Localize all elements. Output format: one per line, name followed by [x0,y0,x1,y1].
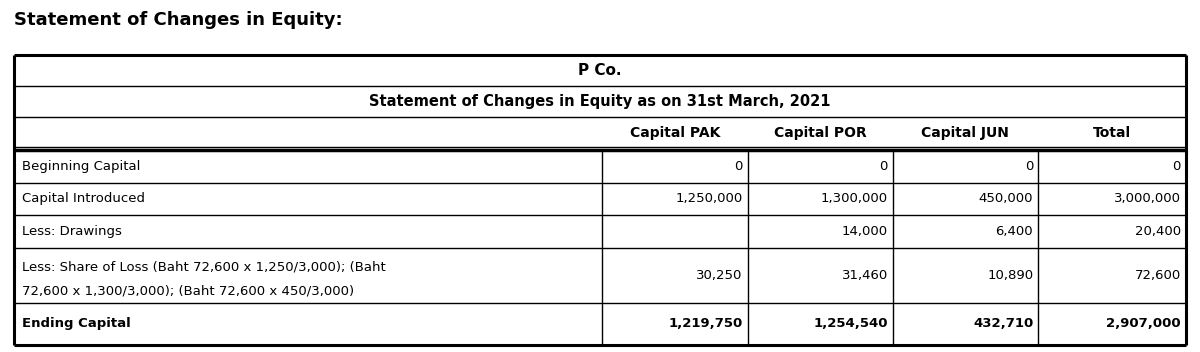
Text: 2,907,000: 2,907,000 [1106,318,1181,331]
Text: 450,000: 450,000 [979,193,1033,206]
Text: 30,250: 30,250 [696,269,743,282]
Text: 3,000,000: 3,000,000 [1114,193,1181,206]
Text: 0: 0 [880,160,888,173]
Text: 10,890: 10,890 [988,269,1033,282]
Text: 1,219,750: 1,219,750 [668,318,743,331]
Text: Less: Share of Loss (Baht 72,600 x 1,250/3,000); (Baht: Less: Share of Loss (Baht 72,600 x 1,250… [22,260,385,273]
Text: 1,254,540: 1,254,540 [814,318,888,331]
Text: Capital PAK: Capital PAK [630,126,720,140]
Text: 31,460: 31,460 [841,269,888,282]
Text: 20,400: 20,400 [1135,225,1181,238]
Text: Capital JUN: Capital JUN [922,126,1009,140]
Text: Capital POR: Capital POR [774,126,866,140]
Text: Capital Introduced: Capital Introduced [22,193,145,206]
Text: Beginning Capital: Beginning Capital [22,160,140,173]
Text: 6,400: 6,400 [996,225,1033,238]
Text: 1,300,000: 1,300,000 [821,193,888,206]
Text: 0: 0 [734,160,743,173]
Text: 0: 0 [1025,160,1033,173]
Text: 72,600 x 1,300/3,000); (Baht 72,600 x 450/3,000): 72,600 x 1,300/3,000); (Baht 72,600 x 45… [22,285,354,298]
Text: Less: Drawings: Less: Drawings [22,225,121,238]
Text: Ending Capital: Ending Capital [22,318,131,331]
Text: Statement of Changes in Equity as on 31st March, 2021: Statement of Changes in Equity as on 31s… [370,94,830,109]
Text: 14,000: 14,000 [842,225,888,238]
Text: Statement of Changes in Equity:: Statement of Changes in Equity: [14,11,343,29]
Text: 0: 0 [1172,160,1181,173]
Text: 432,710: 432,710 [973,318,1033,331]
Text: P Co.: P Co. [578,63,622,78]
Text: 72,600: 72,600 [1134,269,1181,282]
Text: Total: Total [1093,126,1130,140]
Text: 1,250,000: 1,250,000 [676,193,743,206]
